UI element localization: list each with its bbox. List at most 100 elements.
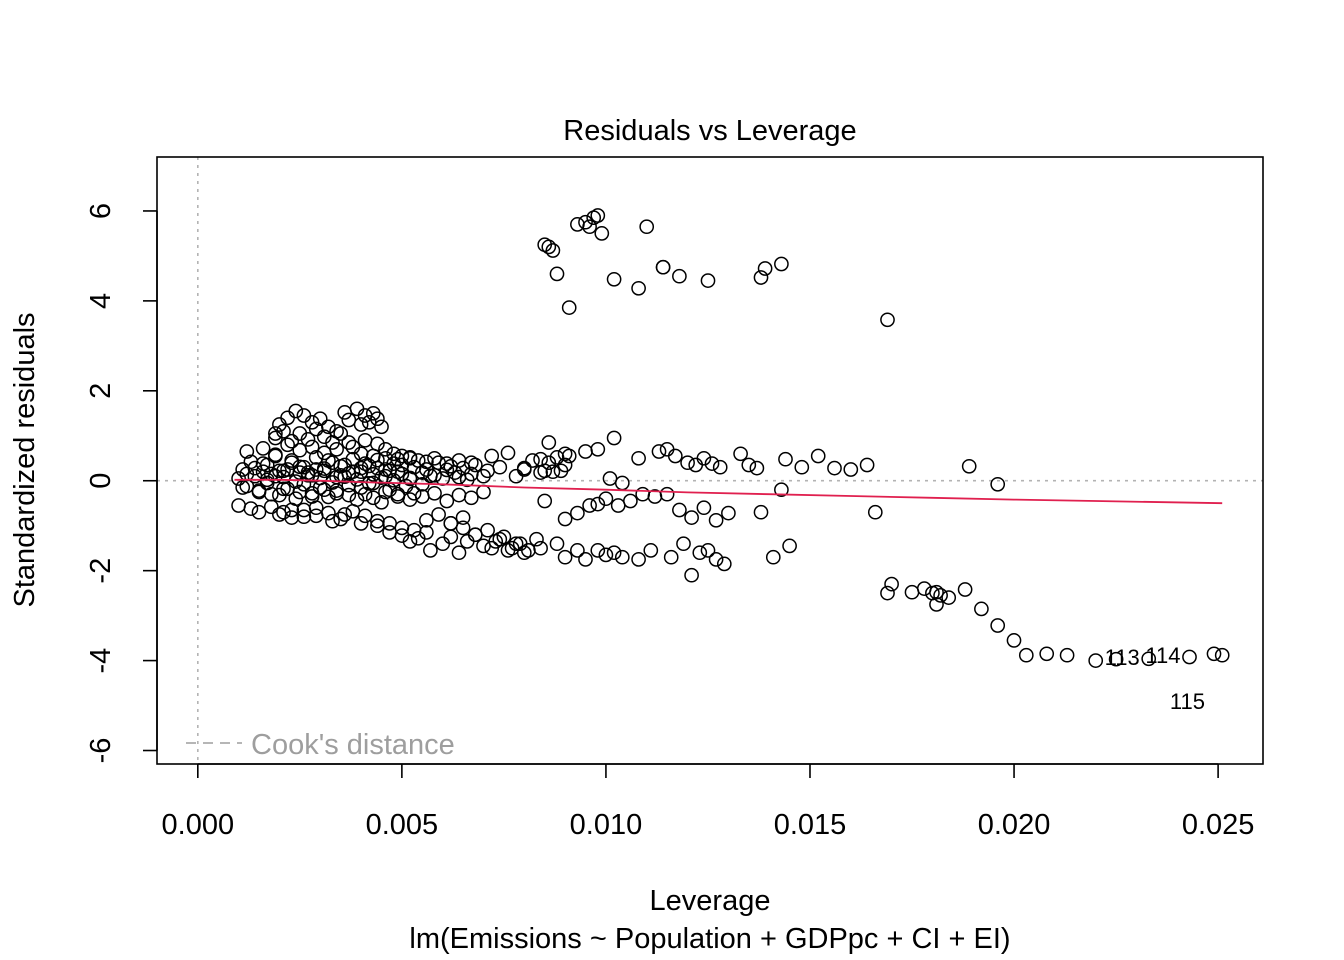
data-point [337, 405, 353, 420]
data-point [419, 512, 434, 528]
data-point [623, 493, 638, 509]
data-point [243, 501, 259, 516]
data-point [916, 581, 932, 596]
data-point [578, 214, 593, 230]
data-point [476, 484, 491, 500]
data-point [394, 520, 410, 536]
data-point [733, 446, 748, 462]
data-point [606, 545, 622, 561]
data-point [333, 426, 349, 441]
data-point [651, 444, 667, 459]
data-point [516, 460, 532, 476]
data-point [643, 543, 659, 558]
data-point [325, 435, 340, 450]
data-point [321, 505, 336, 521]
data-point [443, 529, 459, 545]
data-point [545, 243, 561, 258]
data-point [606, 430, 622, 446]
data-point [774, 482, 789, 498]
data-point [757, 261, 773, 276]
data-point [427, 467, 442, 483]
data-point [333, 511, 349, 527]
data-point [774, 256, 789, 272]
data-point [590, 208, 606, 223]
data-point [321, 453, 336, 468]
data-point [370, 411, 385, 427]
data-point [402, 470, 418, 486]
data-point [276, 423, 291, 439]
data-point [361, 476, 377, 491]
data-point [659, 486, 675, 502]
data-point [1108, 651, 1124, 667]
x-tick-label: 0.025 [1182, 809, 1255, 841]
data-point [496, 529, 512, 545]
data-point [549, 450, 565, 465]
y-tick-label: 6 [85, 203, 117, 219]
data-point [276, 504, 291, 520]
data-point [414, 489, 430, 504]
data-point [345, 439, 361, 455]
data-point [251, 504, 267, 520]
data-point [288, 474, 304, 489]
data-point [263, 499, 279, 515]
data-point [765, 549, 781, 565]
data-point [353, 480, 369, 495]
data-point [533, 540, 548, 556]
data-point [602, 471, 618, 486]
data-point [508, 536, 524, 552]
data-point [521, 543, 536, 558]
data-point [594, 226, 610, 241]
data-point [578, 444, 593, 459]
data-point [1206, 646, 1222, 662]
point-label: 115 [1170, 689, 1205, 714]
data-point [557, 549, 573, 565]
data-point [467, 527, 483, 543]
data-point [386, 446, 402, 462]
data-point [390, 464, 406, 480]
data-point [721, 505, 736, 521]
data-point [231, 498, 246, 513]
legend-entry-cooks-distance: Cook's distance [251, 729, 455, 761]
data-point [1059, 647, 1075, 663]
data-point [284, 510, 300, 525]
data-point [341, 435, 357, 450]
data-point [549, 266, 565, 282]
data-point [435, 471, 451, 486]
data-point [590, 441, 606, 457]
data-point [610, 498, 626, 513]
data-point [578, 552, 593, 567]
data-point [435, 536, 451, 552]
smooth-line-group [234, 478, 1223, 505]
data-point [741, 457, 757, 473]
data-point [390, 486, 406, 502]
x-tick-label: 0.020 [978, 809, 1051, 841]
data-point [941, 590, 957, 605]
data-point [904, 584, 920, 600]
data-point [570, 217, 585, 232]
data-point [884, 576, 899, 592]
data-point [296, 408, 312, 423]
data-points [231, 208, 1230, 668]
data-point [365, 490, 381, 506]
point-label: 114 [1145, 643, 1180, 668]
data-point [1214, 647, 1230, 663]
data-point [353, 516, 369, 531]
point-label: 113 [1105, 645, 1140, 670]
data-point [680, 455, 695, 471]
data-point [557, 511, 573, 527]
data-point [961, 458, 977, 474]
data-point [676, 536, 691, 552]
data-point [525, 453, 540, 468]
data-point [268, 426, 283, 441]
data-point [476, 538, 491, 554]
data-point [451, 487, 467, 503]
data-point [284, 433, 300, 449]
y-tick-label: -2 [85, 558, 117, 584]
data-point [439, 462, 455, 478]
data-point [370, 518, 385, 534]
data-point [655, 259, 671, 275]
data-point [508, 468, 524, 484]
data-point [561, 448, 577, 464]
data-point [263, 486, 279, 502]
